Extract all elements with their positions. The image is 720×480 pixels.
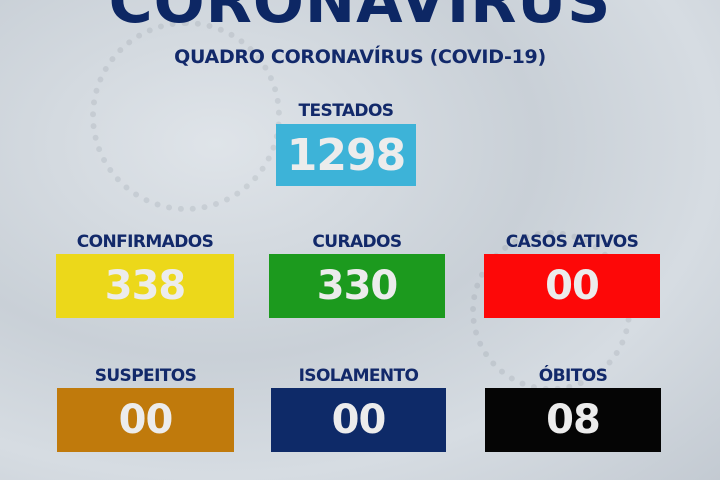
obitos-value-box: 08 (485, 388, 661, 452)
isolamento-label: ISOLAMENTO (298, 366, 419, 386)
page-subtitle: QUADRO CORONAVÍRUS (COVID-19) (174, 46, 546, 68)
suspeitos-label: SUSPEITOS (94, 366, 197, 386)
obitos-label: ÓBITOS (538, 366, 608, 386)
confirmados-value-box: 338 (56, 254, 234, 318)
casos-ativos-value-box: 00 (484, 254, 660, 318)
confirmados-label: CONFIRMADOS (76, 232, 214, 252)
casos-ativos-label: CASOS ATIVOS (505, 232, 639, 252)
isolamento-value-box: 00 (271, 388, 446, 452)
curados-value-box: 330 (269, 254, 445, 318)
suspeitos-value-box: 00 (57, 388, 234, 452)
testados-value-box: 1298 (276, 124, 416, 186)
virus-background-icon (90, 20, 282, 212)
page-title: CORONAVIRUS (108, 0, 612, 37)
curados-label: CURADOS (312, 232, 402, 252)
testados-label: TESTADOS (298, 101, 395, 121)
